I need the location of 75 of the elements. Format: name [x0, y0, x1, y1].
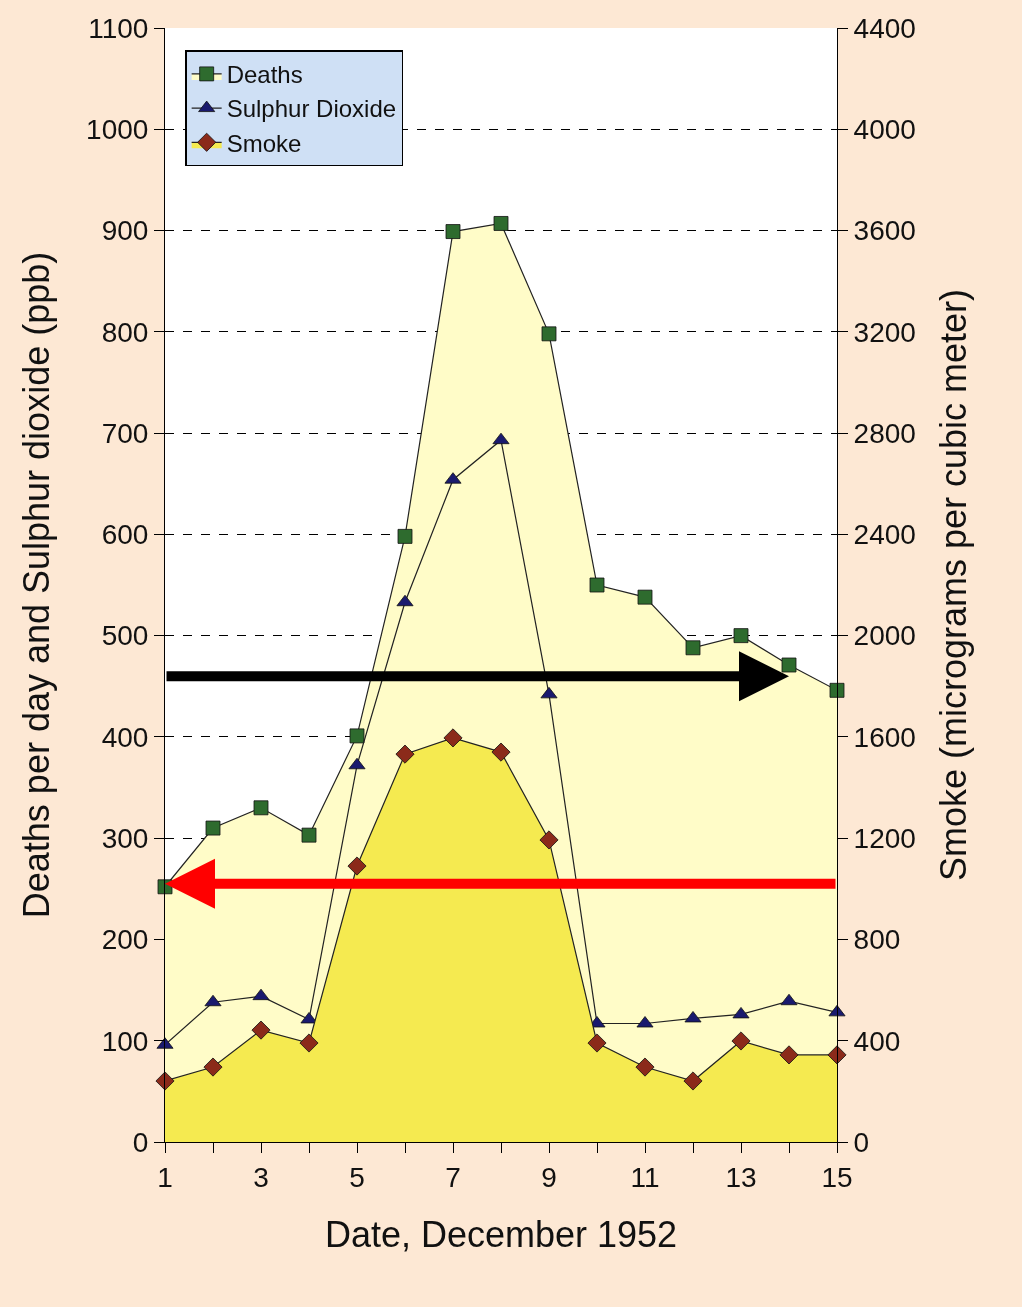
y-tick-label: 400: [101, 721, 149, 753]
y-tick-label: 0: [132, 1126, 149, 1158]
point: [779, 1045, 799, 1065]
y-tick-label: 600: [101, 519, 149, 551]
y-tick-label: 1100: [88, 12, 149, 44]
point: [493, 216, 509, 231]
y2-tick-label: 400: [853, 1025, 901, 1057]
point: [683, 1071, 703, 1091]
point: [155, 1071, 175, 1091]
x-tick-label: 13: [725, 1161, 757, 1193]
y2-tick-label: 4400: [853, 12, 916, 44]
y2-tick-label: 1200: [853, 822, 916, 854]
y-tick-label: 800: [101, 316, 149, 348]
point: [589, 577, 605, 593]
point: [685, 640, 701, 656]
point: [397, 528, 413, 544]
y-tick-label: 300: [101, 822, 149, 854]
legend-label: Sulphur Dioxide: [226, 95, 397, 123]
point: [205, 820, 221, 836]
point: [443, 728, 463, 748]
x-tick-label: 5: [349, 1161, 365, 1193]
y-tick-label: 700: [101, 417, 149, 449]
point: [299, 1033, 319, 1053]
legend-label: Smoke: [226, 129, 302, 157]
y-tick-label: 900: [101, 215, 149, 247]
y-axis-title: Deaths per day and Sulphur dioxide (ppb): [16, 251, 57, 919]
y-tick-label: 100: [101, 1025, 149, 1057]
point: [781, 657, 797, 673]
point: [396, 594, 414, 607]
point: [587, 1033, 607, 1053]
point: [827, 1045, 847, 1065]
point: [251, 1020, 271, 1040]
point: [733, 628, 749, 644]
point: [637, 589, 653, 605]
x-tick-label: 1: [157, 1161, 173, 1193]
x-tick-label: 7: [445, 1161, 461, 1193]
x-tick-label: 3: [253, 1161, 269, 1193]
point: [252, 988, 270, 1001]
point: [780, 993, 798, 1006]
point: [731, 1031, 751, 1051]
point: [541, 326, 557, 342]
legend-label: Deaths: [226, 61, 303, 89]
y2-tick-label: 2800: [853, 417, 916, 449]
y2-tick-label: 3600: [853, 215, 916, 247]
y-tick-label: 1000: [86, 114, 149, 146]
y2-tick-label: 800: [853, 924, 901, 956]
point: [539, 830, 559, 850]
point: [349, 728, 365, 744]
y-tick-label: 500: [101, 620, 149, 652]
point: [445, 224, 461, 239]
point: [347, 856, 367, 876]
point: [348, 757, 366, 770]
x-tick-label: 9: [541, 1161, 557, 1193]
point: [491, 742, 511, 762]
y2-tick-label: 3200: [853, 316, 916, 348]
y2-axis-title: Smoke (micrograms per cubic meter): [932, 288, 974, 882]
point: [828, 1004, 846, 1017]
point: [540, 686, 558, 699]
y-tick-label: 200: [101, 924, 149, 956]
y2-tick-label: 2000: [853, 620, 916, 652]
point: [204, 994, 222, 1007]
y2-tick-label: 2400: [853, 519, 916, 551]
point: [301, 827, 317, 843]
x-axis-title: Date, December 1952: [324, 1214, 678, 1256]
point: [253, 800, 269, 816]
point: [492, 432, 510, 445]
point: [395, 744, 415, 764]
x-tick-label: 15: [821, 1161, 853, 1193]
y2-tick-label: 1600: [853, 721, 916, 753]
x-tick-label: 11: [630, 1161, 660, 1193]
y2-tick-label: 4000: [853, 114, 916, 146]
y2-tick-label: 0: [853, 1126, 870, 1158]
point: [829, 682, 845, 698]
point: [203, 1057, 223, 1077]
point: [635, 1057, 655, 1077]
